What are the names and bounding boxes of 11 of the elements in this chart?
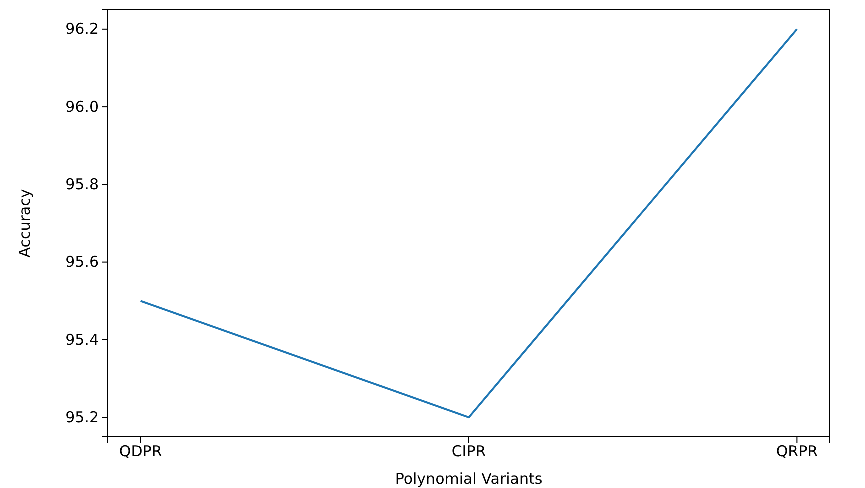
x-tick-label: QRPR bbox=[776, 442, 818, 461]
x-tick-label: QDPR bbox=[119, 442, 162, 461]
y-axis-title: Accuracy bbox=[16, 189, 34, 258]
y-tick-label: 95.4 bbox=[66, 330, 99, 349]
x-tick-label: CIPR bbox=[452, 442, 486, 461]
y-tick-label: 95.2 bbox=[66, 408, 99, 426]
y-tick-label: 96.0 bbox=[66, 98, 99, 116]
x-axis-title: Polynomial Variants bbox=[395, 470, 543, 488]
y-tick-label: 95.8 bbox=[66, 175, 99, 194]
y-tick-label: 95.6 bbox=[66, 253, 99, 272]
y-tick-label: 96.2 bbox=[66, 20, 99, 38]
